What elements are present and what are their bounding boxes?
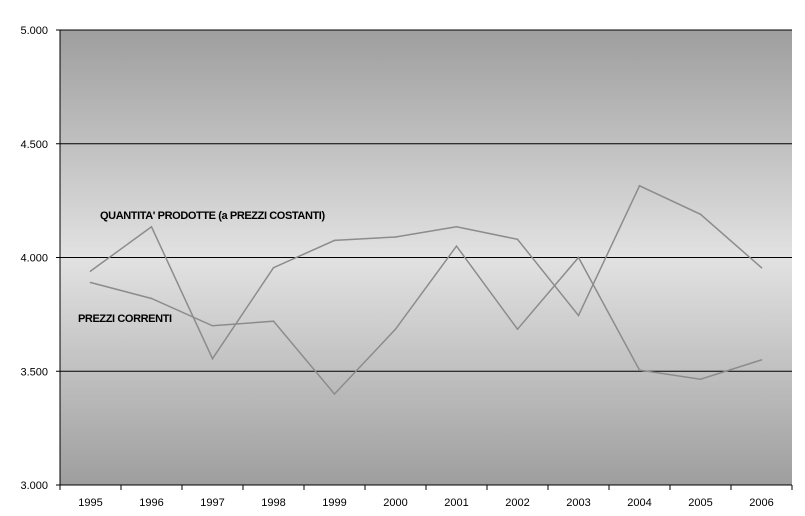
series-annotation-quantita: QUANTITA' PRODOTTE (a PREZZI COSTANTI) xyxy=(100,210,325,222)
y-tick-label: 4.000 xyxy=(20,253,48,265)
x-tick-label: 2001 xyxy=(444,497,468,509)
series-line-quantita xyxy=(90,184,762,361)
series-annotation-prezzi: PREZZI CORRENTI xyxy=(78,313,172,325)
y-tick-label: 4.500 xyxy=(20,139,48,151)
y-tick-label: 3.500 xyxy=(20,366,48,378)
data-point-prezzi xyxy=(577,256,580,259)
data-point-prezzi xyxy=(211,324,214,327)
data-point-prezzi xyxy=(516,328,519,330)
x-tick-label: 1997 xyxy=(200,497,224,509)
annotations: QUANTITA' PRODOTTE (a PREZZI COSTANTI) PR… xyxy=(78,210,326,325)
data-point-quantita xyxy=(577,314,580,317)
x-tick-label: 2002 xyxy=(505,497,529,509)
data-point-prezzi xyxy=(272,320,275,323)
x-tick-label: 1995 xyxy=(78,497,102,509)
data-point-quantita xyxy=(211,357,214,360)
x-tick-label: 1996 xyxy=(139,497,163,509)
data-point-quantita xyxy=(638,185,641,187)
data-point-quantita xyxy=(516,238,519,241)
x-tick-label: 2000 xyxy=(383,497,407,509)
data-point-quantita xyxy=(394,236,397,238)
data-point-quantita xyxy=(89,270,92,272)
data-point-quantita xyxy=(150,225,153,228)
series-lines xyxy=(89,184,763,396)
data-point-prezzi xyxy=(638,369,641,371)
data-point-prezzi xyxy=(760,359,763,361)
x-tick-label: 2006 xyxy=(749,497,773,509)
data-point-prezzi xyxy=(333,393,336,395)
data-point-quantita xyxy=(455,225,458,228)
tick-labels: 3.000 3.500 4.000 4.500 5.000 1995 1996 1997 199… xyxy=(20,25,773,509)
x-tick-label: 2005 xyxy=(688,497,712,509)
data-point-quantita xyxy=(760,266,763,269)
data-point-quantita xyxy=(699,213,702,216)
x-tick-label: 2004 xyxy=(627,497,651,509)
data-point-prezzi xyxy=(150,297,153,300)
data-point-quantita xyxy=(333,239,336,242)
y-tick-label: 3.000 xyxy=(20,480,48,492)
gridlines xyxy=(60,29,792,372)
data-point-prezzi xyxy=(699,378,702,381)
axes xyxy=(56,29,793,490)
x-tick-label: 1998 xyxy=(261,497,285,509)
x-tick-label: 2003 xyxy=(566,497,590,509)
data-point-prezzi xyxy=(455,245,458,247)
data-point-prezzi xyxy=(394,328,397,330)
data-point-prezzi xyxy=(89,281,92,284)
y-tick-label: 5.000 xyxy=(20,25,48,37)
x-tick-label: 1999 xyxy=(322,497,346,509)
data-point-quantita xyxy=(272,266,275,269)
series-line-prezzi xyxy=(90,244,762,396)
